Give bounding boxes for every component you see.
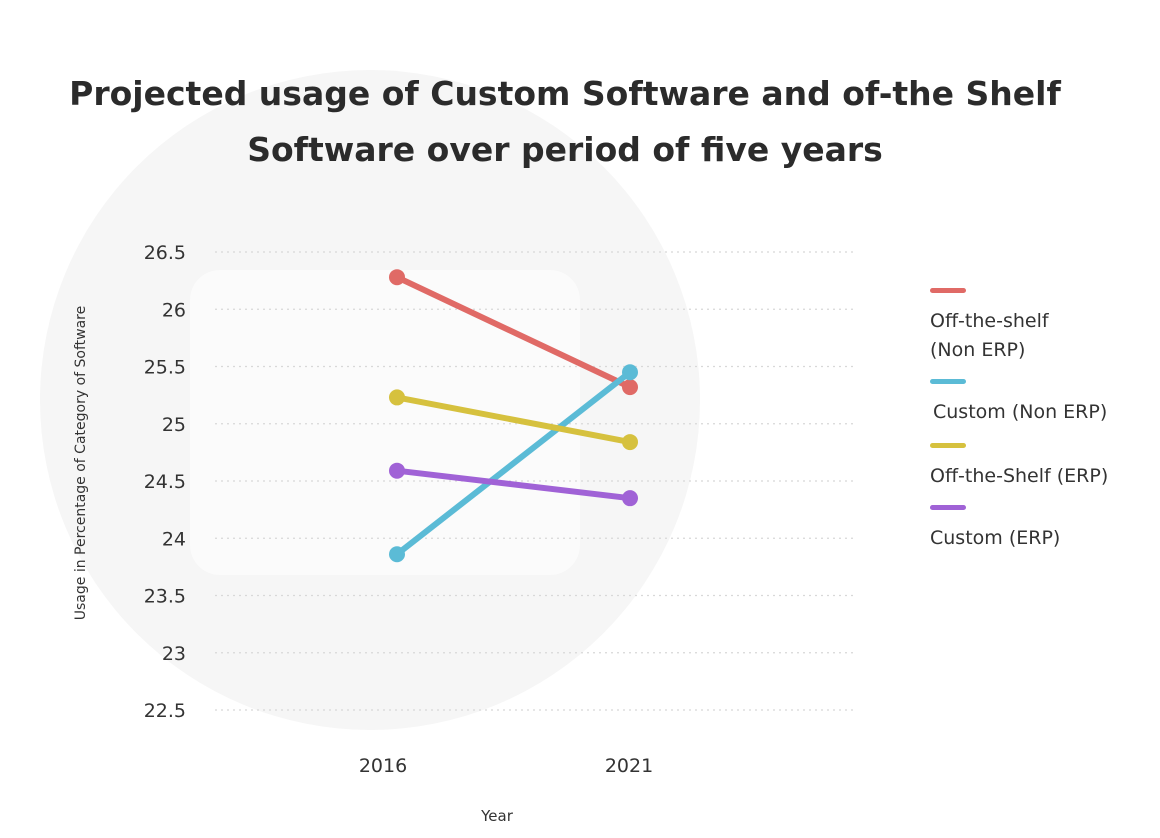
legend-label: Custom (ERP) [930,527,1061,549]
x-axis-label: Year [480,807,514,825]
legend-label: Custom (Non ERP) [933,401,1108,423]
y-axis-label: Usage in Percentage of Category of Softw… [73,306,89,621]
series-line [394,369,633,558]
data-point[interactable] [389,546,405,563]
legend-label: Off-the-shelf [930,310,1049,332]
y-tick-label: 25 [162,414,186,436]
legend-swatch [930,379,966,384]
legend-item[interactable]: Custom (Non ERP) [930,379,1150,427]
legend-item[interactable]: Off-the-Shelf (ERP) [930,443,1150,491]
legend-label: (Non ERP) [930,339,1026,361]
y-tick-label: 26 [162,299,186,321]
y-tick-label: 23.5 [144,586,186,608]
legend-label: Off-the-Shelf (ERP) [930,465,1109,487]
data-point[interactable] [389,389,405,406]
legend-swatch [930,505,966,510]
data-point[interactable] [389,269,405,286]
legend-item[interactable]: Off-the-shelf (Non ERP) [930,288,1150,365]
legend-item[interactable]: Custom (ERP) [930,505,1150,553]
data-point[interactable] [622,434,638,451]
watermark-logo-shape [190,270,580,575]
series-line [394,274,633,391]
data-point[interactable] [389,462,405,479]
y-tick-label: 26.5 [144,242,186,264]
data-point[interactable] [622,490,638,507]
chart-title-line: Projected usage of Custom Software and o… [69,74,1061,113]
y-tick-label: 24 [162,528,186,550]
series-line [394,467,633,502]
chart-title-line: Software over period of five years [247,130,883,169]
y-tick-label: 22.5 [144,700,186,722]
x-tick-label: 2021 [605,755,653,777]
y-tick-label: 25.5 [144,357,186,379]
data-point[interactable] [622,379,638,396]
legend: Off-the-shelf (Non ERP) Custom (Non ERP) Of… [930,288,1150,553]
chart-title: Projected usage of Custom Software and o… [0,66,1160,178]
data-point[interactable] [622,364,638,381]
x-tick-label: 2016 [359,755,407,777]
series-line [394,394,633,446]
legend-swatch [930,443,966,448]
legend-swatch [930,288,966,293]
y-tick-label: 24.5 [144,471,186,493]
y-tick-label: 23 [162,643,186,665]
